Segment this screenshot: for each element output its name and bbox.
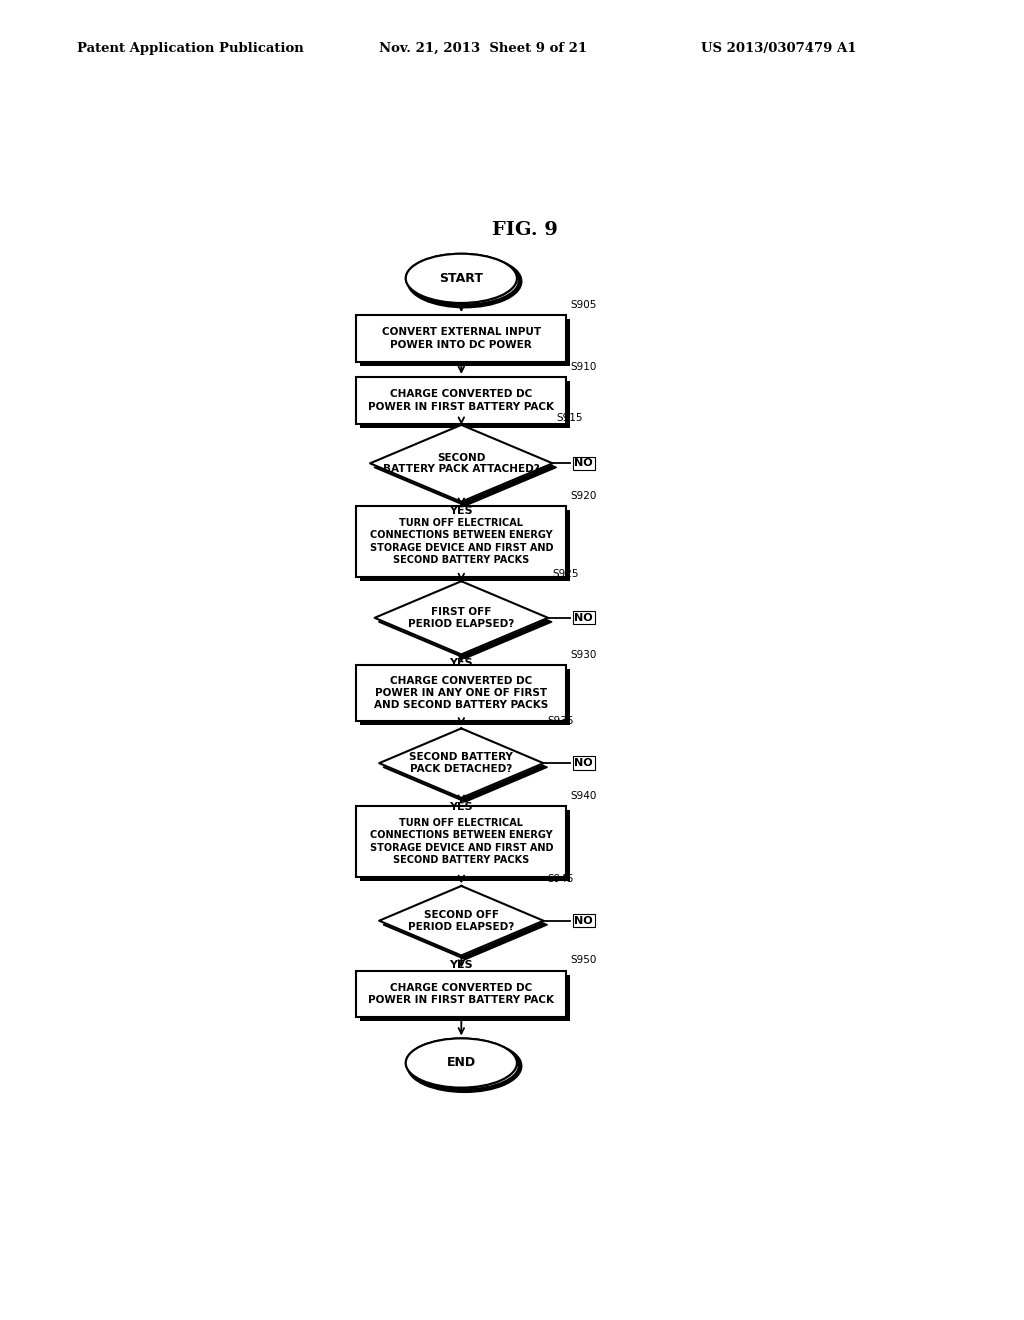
Text: Nov. 21, 2013  Sheet 9 of 21: Nov. 21, 2013 Sheet 9 of 21: [379, 42, 587, 55]
Text: NO: NO: [574, 758, 593, 768]
Polygon shape: [374, 429, 557, 506]
Text: S910: S910: [570, 362, 597, 372]
Text: FIRST OFF
PERIOD ELAPSED?: FIRST OFF PERIOD ELAPSED?: [409, 607, 514, 628]
Text: YES: YES: [450, 803, 473, 812]
Polygon shape: [379, 585, 552, 659]
Text: SECOND
BATTERY PACK ATTACHED?: SECOND BATTERY PACK ATTACHED?: [383, 453, 540, 474]
Bar: [356, 665, 566, 721]
Polygon shape: [383, 733, 548, 803]
Text: S950: S950: [570, 956, 597, 965]
Text: S945: S945: [548, 874, 573, 884]
Text: Patent Application Publication: Patent Application Publication: [77, 42, 303, 55]
Text: S925: S925: [552, 569, 579, 579]
Text: NO: NO: [574, 458, 593, 469]
Text: END: END: [446, 1056, 476, 1069]
Ellipse shape: [406, 1039, 517, 1088]
Text: YES: YES: [450, 659, 473, 668]
Bar: [360, 669, 570, 725]
Bar: [356, 970, 566, 1018]
Text: S915: S915: [557, 413, 583, 422]
Bar: [356, 805, 566, 876]
Text: US 2013/0307479 A1: US 2013/0307479 A1: [701, 42, 857, 55]
Text: S905: S905: [570, 300, 597, 310]
Ellipse shape: [406, 1039, 517, 1088]
Text: CHARGE CONVERTED DC
POWER IN FIRST BATTERY PACK: CHARGE CONVERTED DC POWER IN FIRST BATTE…: [369, 982, 554, 1005]
Text: TURN OFF ELECTRICAL
CONNECTIONS BETWEEN ENERGY
STORAGE DEVICE AND FIRST AND
SECO: TURN OFF ELECTRICAL CONNECTIONS BETWEEN …: [370, 818, 553, 865]
Text: S920: S920: [570, 491, 597, 500]
Text: TURN OFF ELECTRICAL
CONNECTIONS BETWEEN ENERGY
STORAGE DEVICE AND FIRST AND
SECO: TURN OFF ELECTRICAL CONNECTIONS BETWEEN …: [370, 517, 553, 565]
Text: S940: S940: [570, 791, 597, 801]
Text: CHARGE CONVERTED DC
POWER IN FIRST BATTERY PACK: CHARGE CONVERTED DC POWER IN FIRST BATTE…: [369, 389, 554, 412]
Text: START: START: [439, 272, 483, 285]
Text: CONVERT EXTERNAL INPUT
POWER INTO DC POWER: CONVERT EXTERNAL INPUT POWER INTO DC POW…: [382, 327, 541, 350]
Bar: [360, 510, 570, 581]
Polygon shape: [379, 886, 544, 956]
Ellipse shape: [406, 253, 517, 302]
Text: SECOND BATTERY
PACK DETACHED?: SECOND BATTERY PACK DETACHED?: [410, 752, 513, 774]
Polygon shape: [370, 425, 553, 502]
Bar: [360, 974, 570, 1022]
Text: YES: YES: [450, 506, 473, 516]
Bar: [360, 319, 570, 366]
Bar: [360, 810, 570, 880]
Text: NO: NO: [574, 612, 593, 623]
Text: S935: S935: [548, 717, 573, 726]
Text: YES: YES: [450, 960, 473, 969]
Polygon shape: [383, 890, 548, 960]
Polygon shape: [375, 581, 548, 655]
Bar: [356, 315, 566, 362]
Text: S930: S930: [570, 649, 597, 660]
Bar: [356, 378, 566, 424]
Bar: [360, 381, 570, 428]
Bar: [356, 506, 566, 577]
Polygon shape: [379, 729, 544, 797]
Text: SECOND OFF
PERIOD ELAPSED?: SECOND OFF PERIOD ELAPSED?: [409, 909, 514, 932]
Text: CHARGE CONVERTED DC
POWER IN ANY ONE OF FIRST
AND SECOND BATTERY PACKS: CHARGE CONVERTED DC POWER IN ANY ONE OF …: [374, 676, 549, 710]
Ellipse shape: [406, 253, 517, 302]
Text: FIG. 9: FIG. 9: [492, 222, 558, 239]
Text: NO: NO: [574, 916, 593, 925]
